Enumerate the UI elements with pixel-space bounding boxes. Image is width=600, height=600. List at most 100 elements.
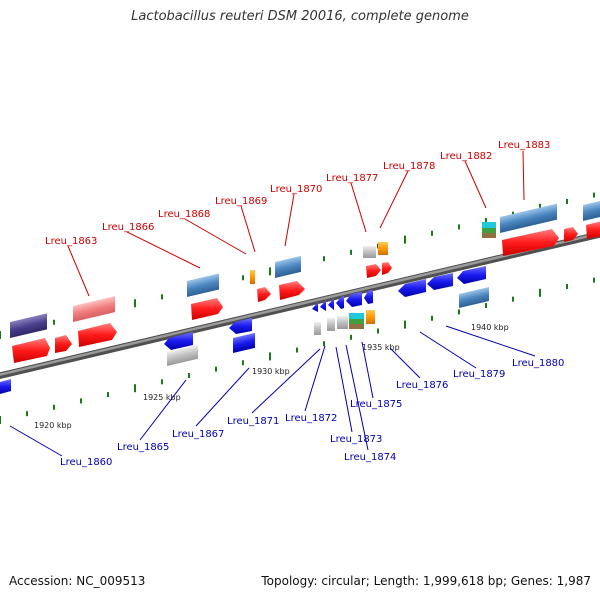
- gene-arrow-forward[interactable]: [12, 338, 50, 363]
- gene-arrow-forward[interactable]: [55, 335, 72, 353]
- gene-block[interactable]: [275, 255, 301, 278]
- gene-arrow-reverse[interactable]: [320, 300, 326, 311]
- kbp-markers: 1920 kbp 1925 kbp 1930 kbp 1935 kbp 1940…: [34, 323, 509, 430]
- gene-arrow-forward[interactable]: [257, 287, 271, 302]
- leader-line: [522, 150, 525, 201]
- gene-block[interactable]: [482, 228, 496, 233]
- leader-line: [304, 345, 326, 412]
- gene-arrow-reverse[interactable]: [398, 279, 426, 297]
- leader-line: [139, 379, 187, 441]
- gene-arrow-forward[interactable]: [279, 281, 305, 300]
- gene-label-forward[interactable]: Lreu_1863: [45, 236, 97, 247]
- gene-label-reverse[interactable]: Lreu_1874: [344, 452, 396, 463]
- gene-label-forward[interactable]: Lreu_1869: [215, 196, 267, 207]
- forward-gene-labels: Lreu_1863 Lreu_1866 Lreu_1868 Lreu_1869 …: [45, 140, 550, 247]
- gene-block[interactable]: [167, 344, 198, 366]
- gene-block[interactable]: [482, 233, 496, 238]
- kbp-marker-label: 1935 kbp: [362, 343, 400, 352]
- gene-block[interactable]: [366, 310, 375, 324]
- gene-label-forward[interactable]: Lreu_1877: [326, 173, 378, 184]
- gene-block[interactable]: [73, 296, 115, 322]
- gene-label-forward[interactable]: Lreu_1868: [158, 209, 210, 220]
- gene-arrow-reverse[interactable]: [164, 332, 193, 350]
- gene-arrow-reverse[interactable]: [0, 379, 11, 394]
- gene-block[interactable]: [363, 246, 376, 258]
- gene-arrow-reverse[interactable]: [312, 302, 318, 312]
- gene-label-reverse[interactable]: Lreu_1867: [172, 429, 224, 440]
- gene-label-reverse[interactable]: Lreu_1875: [350, 399, 402, 410]
- gene-block[interactable]: [500, 203, 557, 233]
- gene-block[interactable]: [378, 242, 388, 255]
- gene-block[interactable]: [187, 273, 219, 297]
- kbp-marker-label: 1940 kbp: [471, 323, 509, 332]
- gene-block[interactable]: [482, 222, 496, 228]
- leader-line: [350, 182, 367, 233]
- gene-block[interactable]: [327, 318, 335, 331]
- gene-block[interactable]: [233, 332, 255, 354]
- leader-line: [335, 346, 353, 433]
- leader-line: [361, 341, 374, 399]
- kbp-marker-label: 1920 kbp: [34, 421, 72, 430]
- gene-arrow-forward[interactable]: [564, 227, 578, 242]
- genome-axis: [0, 231, 600, 379]
- gene-block[interactable]: [250, 270, 255, 284]
- gene-block[interactable]: [349, 313, 364, 319]
- gene-arrow-reverse[interactable]: [336, 296, 344, 309]
- gene-block[interactable]: [349, 324, 364, 329]
- kbp-marker-label: 1930 kbp: [252, 367, 290, 376]
- leader-line: [345, 344, 369, 451]
- leader-line: [195, 367, 250, 427]
- leader-lines: [9, 150, 536, 457]
- gene-label-reverse[interactable]: Lreu_1872: [285, 413, 337, 424]
- gene-label-reverse[interactable]: Lreu_1865: [117, 442, 169, 453]
- leader-line: [251, 348, 321, 414]
- gene-label-forward[interactable]: Lreu_1883: [498, 140, 550, 151]
- gene-arrow-forward[interactable]: [382, 262, 392, 275]
- kbp-marker-label: 1925 kbp: [143, 393, 181, 402]
- gene-arrow-reverse[interactable]: [457, 266, 486, 284]
- leader-line: [419, 331, 477, 369]
- gene-arrow-forward[interactable]: [191, 298, 223, 320]
- leader-line: [379, 170, 409, 229]
- gene-block[interactable]: [314, 322, 321, 335]
- gene-label-forward[interactable]: Lreu_1866: [102, 222, 154, 233]
- gene-block[interactable]: [10, 313, 47, 338]
- gene-block[interactable]: [337, 316, 348, 329]
- leader-line: [184, 218, 247, 255]
- gene-arrow-forward[interactable]: [78, 323, 117, 347]
- gene-arrow-reverse[interactable]: [346, 292, 362, 307]
- gene-label-reverse[interactable]: Lreu_1880: [512, 358, 564, 369]
- leader-line: [464, 160, 487, 209]
- gene-arrow-forward[interactable]: [502, 229, 559, 256]
- gene-label-reverse[interactable]: Lreu_1873: [330, 434, 382, 445]
- leader-line: [67, 245, 90, 297]
- gene-label-reverse[interactable]: Lreu_1876: [396, 380, 448, 391]
- gene-block[interactable]: [459, 286, 489, 308]
- gene-label-forward[interactable]: Lreu_1870: [270, 184, 322, 195]
- gene-arrow-reverse[interactable]: [229, 318, 252, 334]
- gene-arrow-reverse[interactable]: [427, 273, 453, 290]
- gene-label-reverse[interactable]: Lreu_1871: [227, 416, 279, 427]
- leader-line: [284, 193, 295, 247]
- gene-block[interactable]: [583, 200, 600, 221]
- gene-label-reverse[interactable]: Lreu_1860: [60, 457, 112, 468]
- leader-line: [240, 205, 256, 253]
- forward-strand-track: [10, 200, 600, 363]
- gene-arrow-reverse[interactable]: [364, 290, 373, 304]
- gene-block[interactable]: [349, 319, 364, 324]
- leader-line: [126, 231, 201, 269]
- genome-summary: Topology: circular; Length: 1,999,618 bp…: [261, 574, 591, 588]
- reverse-gene-labels: Lreu_1860 Lreu_1865 Lreu_1867 Lreu_1871 …: [60, 358, 564, 468]
- leader-line: [389, 347, 421, 379]
- gene-label-reverse[interactable]: Lreu_1879: [453, 369, 505, 380]
- accession-label: Accession: NC_009513: [9, 574, 146, 588]
- leader-line: [445, 325, 536, 357]
- reverse-strand-track: [0, 266, 489, 394]
- gene-label-forward[interactable]: Lreu_1882: [440, 151, 492, 162]
- gene-arrow-forward[interactable]: [586, 221, 600, 239]
- gene-arrow-reverse[interactable]: [328, 298, 334, 310]
- gene-label-forward[interactable]: Lreu_1878: [383, 161, 435, 172]
- leader-line: [9, 425, 63, 457]
- gene-arrow-forward[interactable]: [366, 264, 381, 278]
